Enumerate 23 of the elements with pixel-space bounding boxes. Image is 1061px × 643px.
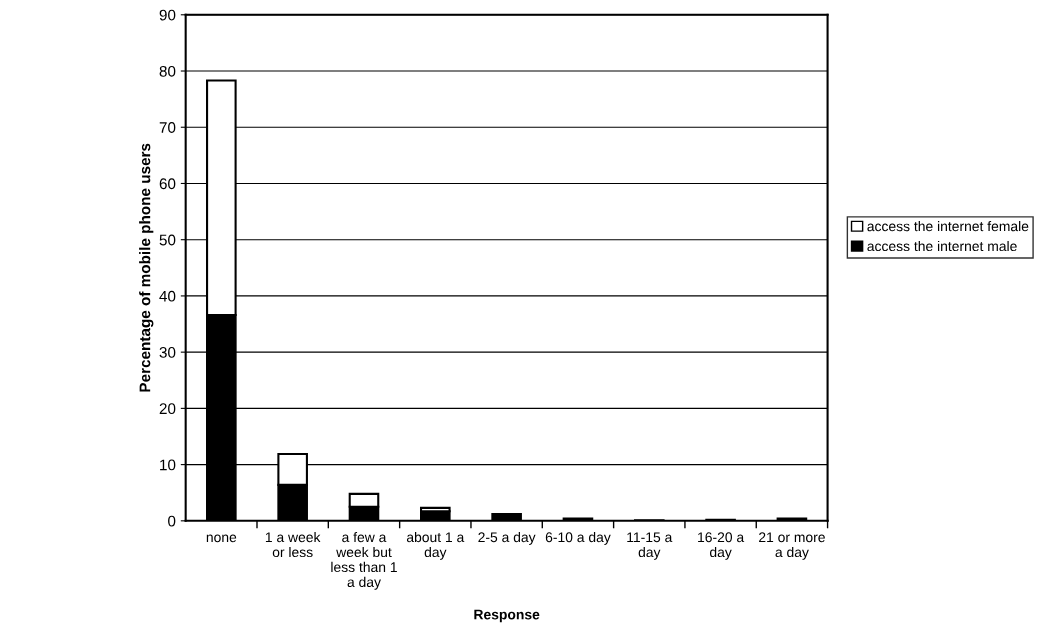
x-tick-label: 16-20 a day [698,532,745,560]
y-tick-label: 30 [159,347,176,358]
y-tick-label: 10 [160,459,176,471]
y-tick-label: 60 [159,178,176,190]
y-tick-label: 70 [159,122,176,133]
x-tick-label: 21 or more a day [759,532,825,560]
y-tick-label: 50 [159,234,176,246]
x-tick-label: about 1 a day [406,531,465,560]
x-tick-label: 1 a week or less [265,531,321,558]
y-tick-label: 80 [159,65,176,77]
x-axis-title: Response [474,609,540,623]
y-tick-label: 0 [168,515,176,527]
legend-label: access the internet female [867,221,1029,232]
x-tick-label: a few a week but less than 1 a day [331,531,397,590]
y-tick-label: 40 [159,290,176,302]
x-tick-label: 6-10 a day [545,531,611,545]
y-axis-title: Percentage of mobile phone users [139,143,154,392]
y-tick-label: 20 [159,403,176,415]
x-tick-label: 2-5 a day [478,531,536,545]
y-tick-label: 90 [159,9,176,21]
legend-label: access the internet male [867,240,1017,252]
x-tick-label: none [206,534,237,543]
x-tick-label: 11-15 a day [627,532,673,560]
